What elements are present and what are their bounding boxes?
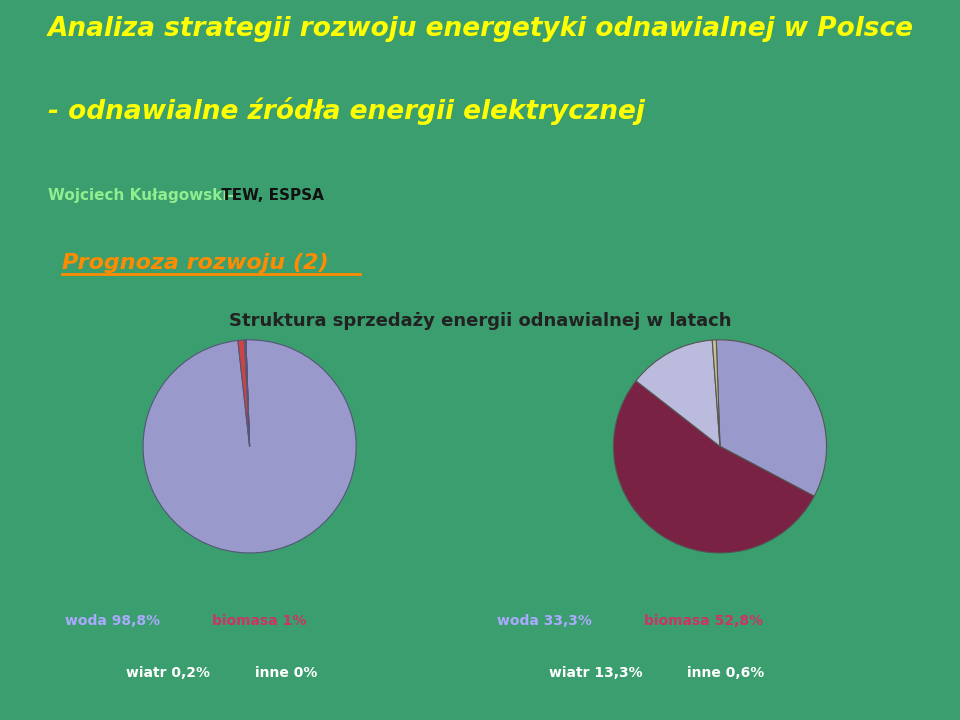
Wedge shape	[245, 340, 250, 446]
Text: Analiza strategii rozwoju energetyki odnawialnej w Polsce: Analiza strategii rozwoju energetyki odn…	[48, 17, 914, 42]
Wedge shape	[716, 340, 827, 496]
Text: 1999: 1999	[239, 359, 289, 377]
Text: Struktura sprzedaży energii odnawialnej w latach: Struktura sprzedaży energii odnawialnej …	[228, 312, 732, 330]
Text: 2010: 2010	[671, 359, 721, 377]
Text: inne 0%: inne 0%	[255, 665, 318, 680]
Wedge shape	[246, 340, 250, 446]
Text: woda 33,3%: woda 33,3%	[497, 614, 592, 628]
Text: - odnawialne źródła energii elektrycznej: - odnawialne źródła energii elektrycznej	[48, 97, 645, 125]
Text: inne 0,6%: inne 0,6%	[687, 665, 764, 680]
Wedge shape	[238, 340, 250, 446]
Wedge shape	[636, 340, 720, 446]
Wedge shape	[613, 381, 814, 553]
Text: wiatr 0,2%: wiatr 0,2%	[126, 665, 209, 680]
Wedge shape	[143, 340, 356, 553]
Text: Wojciech Kułagowski-: Wojciech Kułagowski-	[48, 188, 234, 203]
Text: TEW, ESPSA: TEW, ESPSA	[216, 188, 324, 203]
Text: Prognoza rozwoju (2): Prognoza rozwoju (2)	[62, 253, 329, 273]
Text: woda 98,8%: woda 98,8%	[65, 614, 160, 628]
Text: biomasa 1%: biomasa 1%	[212, 614, 306, 628]
Text: biomasa 52,8%: biomasa 52,8%	[644, 614, 763, 628]
Wedge shape	[712, 340, 720, 446]
Text: wiatr 13,3%: wiatr 13,3%	[549, 665, 643, 680]
